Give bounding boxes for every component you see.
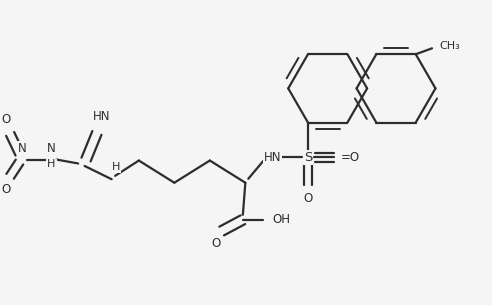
Text: N: N xyxy=(47,142,56,155)
Text: O: O xyxy=(211,238,220,250)
Text: H: H xyxy=(112,162,120,172)
Text: H: H xyxy=(47,160,56,170)
Text: HN: HN xyxy=(264,151,281,163)
Text: O: O xyxy=(304,192,312,205)
Text: =O: =O xyxy=(341,151,360,163)
Text: CH₃: CH₃ xyxy=(439,41,460,51)
Text: O: O xyxy=(1,183,10,196)
Text: HN: HN xyxy=(92,110,110,123)
Text: S: S xyxy=(304,151,312,163)
Text: N: N xyxy=(18,142,27,155)
Text: O: O xyxy=(1,113,10,126)
Text: OH: OH xyxy=(273,213,290,226)
